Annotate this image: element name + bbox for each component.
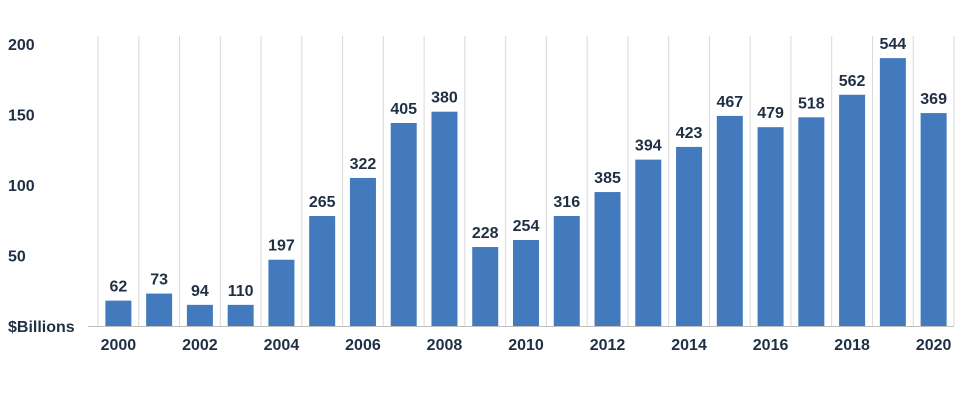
bar-2013 (635, 159, 662, 326)
data-label-2019: 544 (880, 36, 907, 53)
bar-2004 (268, 259, 295, 326)
bar-2000 (105, 300, 132, 326)
x-tick-label-2010: 2010 (508, 337, 544, 354)
x-tick-label-2008: 2008 (427, 337, 463, 354)
bars (105, 58, 947, 327)
x-tick-label-2020: 2020 (916, 337, 952, 354)
x-tick-label-2006: 2006 (345, 337, 381, 354)
bar-2001 (146, 293, 173, 326)
x-tick-label-2000: 2000 (101, 337, 137, 354)
bar-2002 (186, 304, 213, 326)
data-labels: 62 73 94 110 197 265 322 405 380 228 254 316 385 394 4… (109, 36, 947, 300)
data-label-2006: 322 (350, 156, 377, 173)
bar-2010 (513, 239, 539, 326)
y-tick-label: 100 (8, 178, 35, 195)
data-label-2005: 265 (309, 194, 336, 211)
bar-2011 (553, 216, 580, 326)
bar-2014 (676, 146, 703, 326)
grid-lines (97, 36, 955, 326)
data-label-2002: 94 (191, 283, 209, 300)
data-label-2000: 62 (109, 279, 127, 296)
y-tick-label: 50 (8, 249, 26, 266)
y-tick-label: 200 (8, 37, 35, 54)
data-label-2003: 110 (228, 283, 254, 300)
data-label-2010: 254 (513, 218, 540, 235)
x-tick-label-2004: 2004 (264, 337, 300, 354)
data-label-2013: 394 (635, 138, 662, 155)
data-label-2007: 405 (390, 101, 417, 118)
data-label-2001: 73 (150, 272, 168, 289)
data-label-2015: 467 (716, 94, 743, 111)
bar-2003 (227, 304, 254, 326)
bar-2019 (879, 58, 906, 326)
bar-2015 (716, 115, 743, 326)
bar-2009 (472, 247, 499, 326)
x-tick-label-2014: 2014 (671, 337, 707, 354)
data-label-2016: 479 (757, 105, 784, 122)
bar-2012 (594, 192, 621, 326)
bar-2018 (839, 94, 866, 326)
data-label-2008: 380 (431, 90, 458, 107)
bar-2007 (390, 122, 417, 327)
y-tick-label: 150 (8, 108, 35, 125)
y-tick-labels: 50 100 150 200 (8, 37, 35, 266)
bar-2005 (309, 216, 336, 326)
bar-2016 (757, 127, 784, 326)
data-label-2012: 385 (594, 170, 621, 187)
x-tick-label-2018: 2018 (834, 337, 870, 354)
bar-2006 (349, 177, 376, 326)
data-label-2018: 562 (839, 73, 866, 90)
x-tick-labels: 2000 2002 2004 2006 2008 2010 2012 2014 2016 2018… (101, 337, 952, 354)
data-label-2009: 228 (472, 225, 499, 242)
y-axis-label: $Billions (8, 319, 75, 336)
bar-2017 (798, 117, 825, 326)
data-label-2004: 197 (268, 238, 295, 255)
bar-2020 (920, 113, 947, 326)
x-tick-label-2002: 2002 (182, 337, 218, 354)
data-label-2011: 316 (553, 194, 580, 211)
x-tick-label-2012: 2012 (590, 337, 626, 354)
data-label-2014: 423 (676, 125, 703, 142)
data-label-2017: 518 (798, 95, 825, 112)
x-tick-label-2016: 2016 (753, 337, 789, 354)
bar-2008 (431, 111, 458, 327)
data-label-2020: 369 (920, 91, 947, 108)
